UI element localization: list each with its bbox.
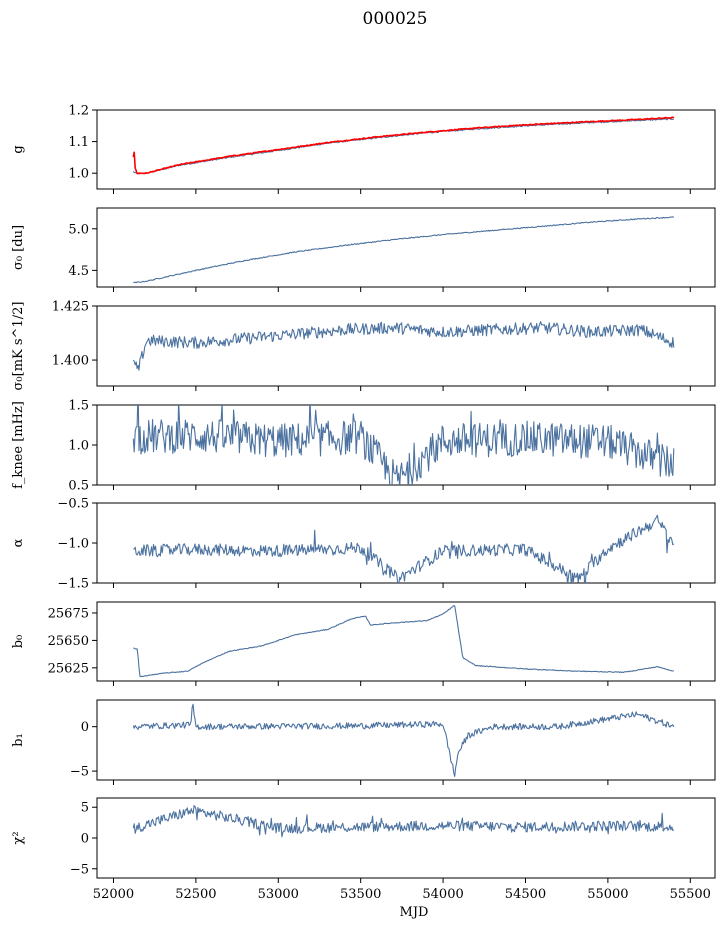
- panel-chi2: −5 0 5 52000 52500 53000 53500 54000 54500 55000 5…: [11, 797, 716, 920]
- y-tick-label: 0.5: [68, 479, 89, 494]
- x-tick-label: 52500: [175, 887, 216, 902]
- axes-frame: [96, 109, 716, 190]
- y-tick-label: −5: [70, 862, 89, 877]
- series-group: [133, 216, 675, 284]
- series-group: [133, 605, 674, 678]
- series-group: [132, 405, 675, 485]
- panel-sigma0-du: 4.5 5.0 σ₀ [du]: [11, 207, 716, 292]
- axes-frame: [96, 305, 716, 387]
- x-tick-label: 53500: [340, 887, 381, 902]
- y-tick-label: −1.0: [57, 537, 89, 552]
- x-axis-label: MJD: [400, 905, 429, 920]
- series-group: [133, 514, 675, 583]
- x-tick-label: 53000: [258, 887, 299, 902]
- y-axis-label: χ²: [11, 831, 26, 844]
- panel-sigma0-mk: 1.400 1.425 σ₀[mK s^1/2]: [11, 300, 716, 391]
- x-tick-label: 54500: [505, 887, 546, 902]
- y-tick-label: 25625: [48, 661, 89, 676]
- axes-frame: [96, 699, 716, 781]
- y-tick-label: 1.2: [68, 104, 89, 119]
- y-axis-label: b₀: [11, 635, 26, 649]
- series-line-sigma0: [133, 216, 675, 284]
- x-tick-label: 55000: [587, 887, 628, 902]
- panel-b0: 25625 25650 25675 b₀: [11, 601, 716, 686]
- y-tick-label: 25675: [48, 606, 89, 621]
- y-tick-label: 1.400: [52, 354, 89, 369]
- panel-b1: −5 0 b₁: [11, 699, 716, 785]
- series-line-chi2: [132, 805, 675, 838]
- x-tick-label: 54000: [422, 887, 463, 902]
- series-line-alpha: [133, 514, 675, 583]
- y-axis-label: b₁: [11, 733, 26, 747]
- series-line-fknee: [132, 405, 675, 485]
- y-tick-label: 1.425: [52, 300, 89, 315]
- y-axis-label: f_knee [mHz]: [11, 401, 26, 489]
- y-tick-label: −0.5: [57, 497, 89, 512]
- y-tick-label: 25650: [48, 634, 89, 649]
- y-axis-label: g: [11, 145, 26, 153]
- y-tick-label: 0: [81, 720, 89, 735]
- series-line-b1: [132, 703, 675, 777]
- x-tick-label: 52000: [93, 887, 134, 902]
- y-tick-label: 1.0: [68, 167, 89, 182]
- panel-fknee: 0.5 1.0 1.5 f_knee [mHz]: [11, 399, 716, 494]
- y-axis-label: α: [11, 538, 26, 547]
- panel-g: 1.0 1.1 1.2 g: [11, 104, 716, 194]
- series-group: [132, 805, 675, 838]
- y-tick-label: 5: [81, 801, 89, 816]
- x-tick-label: 55500: [670, 887, 711, 902]
- y-tick-label: 4.5: [68, 264, 89, 279]
- series-line-sigma0_mK: [132, 321, 675, 371]
- series-line-fit: [132, 116, 675, 175]
- y-tick-label: 1.5: [68, 399, 89, 414]
- y-tick-label: 1.1: [68, 135, 89, 150]
- series-group: [132, 116, 675, 175]
- y-axis-label: σ₀[mK s^1/2]: [11, 302, 26, 391]
- y-tick-label: 0: [81, 832, 89, 847]
- figure-title: 000025: [363, 9, 428, 29]
- y-tick-label: −1.5: [57, 577, 89, 592]
- y-axis-label: σ₀ [du]: [11, 225, 26, 270]
- y-tick-label: 1.0: [68, 439, 89, 454]
- y-tick-label: 5.0: [68, 222, 89, 237]
- y-tick-label: −5: [70, 765, 89, 780]
- series-group: [132, 321, 675, 371]
- series-group: [132, 703, 675, 777]
- panel-alpha: −1.5 −1.0 −0.5 α: [11, 497, 716, 592]
- axes-frame: [96, 207, 716, 288]
- axes-frame: [96, 601, 716, 682]
- series-line-b0: [133, 605, 674, 678]
- panels: 1.0 1.1 1.2 g 4.5 5.0 σ₀ [du] 1.400 1.425 σ₀[mK s…: [11, 104, 716, 920]
